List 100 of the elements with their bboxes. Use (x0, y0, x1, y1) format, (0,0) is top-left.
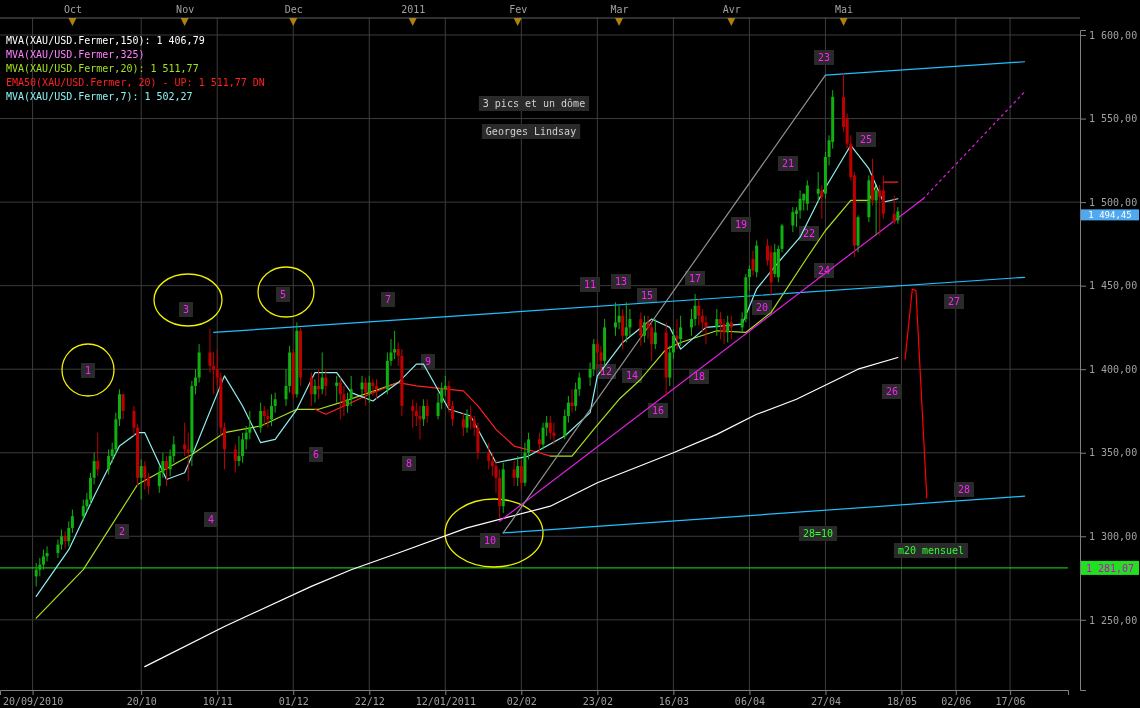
annotation: 11 (583, 279, 597, 290)
annotation: 2 (118, 526, 126, 537)
candlestick (443, 375, 447, 397)
y-tick-label: 1 600,00 (1089, 29, 1138, 41)
candlestick (67, 520, 71, 547)
candlestick (259, 402, 263, 434)
x-tick-label: 12/01/2011 (415, 696, 476, 708)
annotation: 24 (817, 265, 831, 276)
annotation: 25 (859, 134, 873, 145)
x-tick-label: 02/02 (506, 696, 537, 708)
candlestick (726, 315, 730, 343)
candlestick (642, 315, 646, 343)
candlestick (338, 377, 342, 420)
x-tick-label: 18/05 (886, 696, 918, 708)
candlestick (570, 388, 574, 414)
candlestick (107, 448, 111, 475)
annotation: 27 (947, 296, 961, 307)
candlestick (186, 432, 190, 482)
candlestick (165, 455, 169, 487)
candlestick (693, 293, 697, 327)
x2-tick-label: Nov (176, 4, 195, 15)
candlestick (574, 382, 578, 412)
candlestick (34, 562, 38, 587)
candlestick (411, 398, 415, 429)
text: EMA50(XAU/USD.Fermer, 20) - UP: 1 511,77 DN (6, 77, 265, 88)
annotation: 23 (817, 52, 831, 63)
annotation: 17 (688, 273, 702, 284)
x-tick-label: 22/12 (354, 696, 385, 708)
candlestick (715, 308, 719, 337)
annotation: 10 (483, 535, 497, 546)
candlestick (346, 392, 350, 414)
candlestick (878, 184, 882, 237)
candlestick (262, 405, 266, 427)
annotation: 13 (614, 276, 628, 287)
annotation: MVA(XAU/USD.Fermer,325) (6, 49, 145, 60)
annotation: 19 (734, 219, 748, 230)
candlestick (317, 368, 321, 400)
y-tick-label: 1 550,00 (1089, 113, 1138, 125)
candlestick (595, 338, 599, 370)
x-tick-label: 23/02 (582, 696, 613, 708)
y-tick-label: 1 500,00 (1089, 196, 1138, 208)
candlestick (146, 472, 150, 496)
text: MVA(XAU/USD.Fermer,20): 1 511,77 (6, 63, 199, 74)
annotation: 5 (279, 289, 287, 300)
candlestick (324, 368, 328, 397)
candlestick (143, 460, 147, 490)
candlestick (222, 422, 226, 470)
candlestick (718, 311, 722, 340)
candlestick (722, 318, 726, 345)
candlestick (41, 549, 45, 571)
x2-tick-label: Oct (63, 4, 82, 15)
candlestick (425, 398, 429, 424)
text: 1 494,45 (1088, 210, 1132, 221)
x2-tick-label: Avr (722, 4, 741, 15)
annotation: 6 (312, 449, 320, 460)
candlestick (418, 405, 422, 440)
candlestick (313, 378, 317, 404)
candlestick (320, 351, 324, 395)
annotation: 9 (424, 356, 432, 367)
candlestick (621, 308, 625, 350)
text: MVA(XAU/USD.Fermer,7): 1 502,27 (6, 91, 193, 102)
candlestick (349, 375, 353, 407)
candlestick (237, 435, 241, 467)
candlestick (729, 315, 733, 340)
annotation: 1 (84, 365, 92, 376)
candlestick (820, 184, 824, 220)
candlestick (548, 415, 552, 440)
candlestick (613, 301, 617, 337)
candlestick (671, 328, 675, 360)
annotation: 14 (625, 370, 639, 381)
candlestick (881, 174, 885, 220)
candlestick (183, 422, 187, 457)
candlestick (747, 265, 751, 292)
candlestick (773, 243, 777, 278)
candlestick (233, 443, 237, 474)
candlestick (639, 311, 643, 347)
candlestick (367, 375, 371, 404)
line-series (904, 288, 928, 499)
annotation: 20 (755, 302, 769, 313)
annotation: 28 (957, 484, 971, 495)
candlestick (566, 395, 570, 424)
candlestick (516, 455, 520, 487)
x2-tick-label: Mai (835, 4, 854, 15)
annotation: 4 (207, 514, 215, 525)
annotation: 3 (182, 304, 190, 315)
annotation: 16 (651, 405, 665, 416)
x-tick-label: 02/06 (941, 696, 972, 708)
candlestick (309, 372, 313, 407)
candlestick (465, 408, 469, 434)
candlestick (791, 206, 795, 233)
annotation: 12 (599, 366, 613, 377)
candlestick (653, 318, 657, 350)
candlestick (512, 460, 516, 487)
candlestick (675, 318, 679, 350)
candlestick (96, 432, 100, 477)
candlestick (56, 539, 60, 559)
candlestick (335, 375, 339, 404)
candlestick (208, 328, 212, 374)
line-series (144, 356, 899, 668)
annotation: 28=10 (802, 528, 834, 539)
